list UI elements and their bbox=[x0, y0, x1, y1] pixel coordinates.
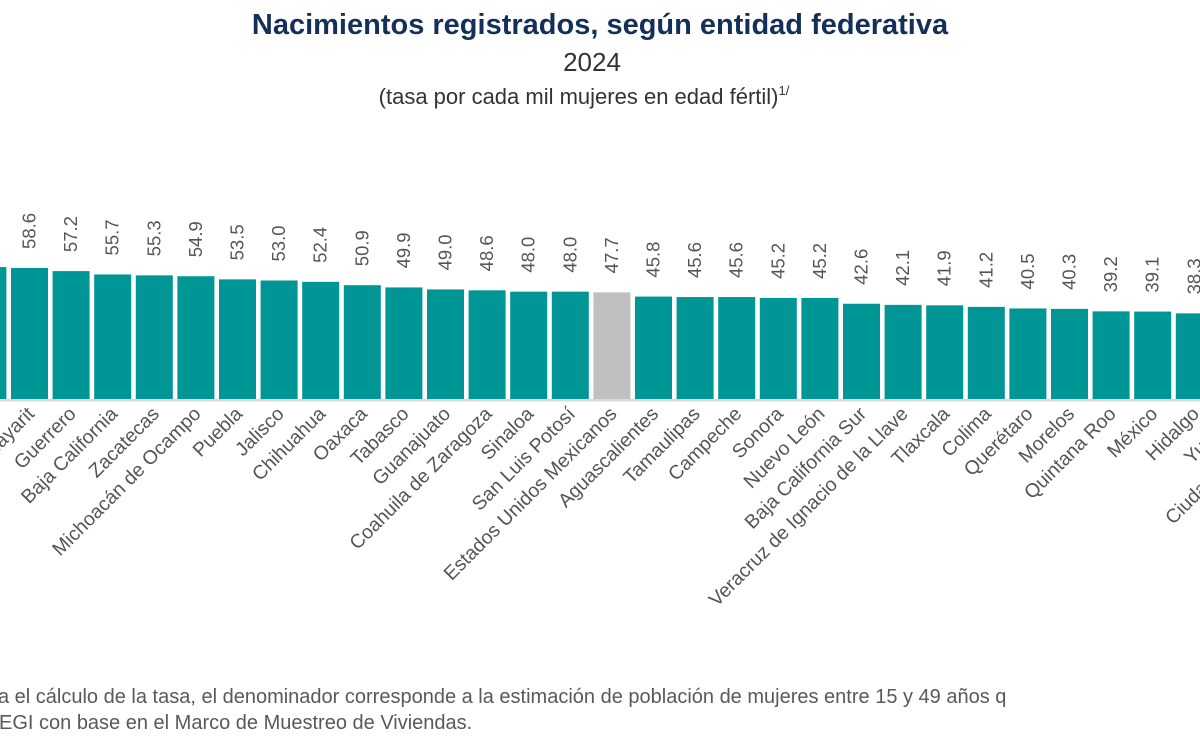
bar bbox=[177, 276, 215, 399]
data-label: 49.9 bbox=[393, 232, 414, 268]
bar bbox=[884, 304, 922, 399]
data-label: 41.2 bbox=[975, 252, 996, 288]
bar bbox=[1092, 311, 1130, 399]
data-label: 52.4 bbox=[310, 227, 331, 263]
data-label: 53.0 bbox=[268, 225, 289, 261]
data-label: 41.9 bbox=[934, 250, 955, 286]
bar bbox=[967, 306, 1005, 399]
data-label: 40.3 bbox=[1059, 254, 1080, 290]
bar bbox=[1134, 311, 1172, 399]
chart-title: Nacimientos registrados, según entidad f… bbox=[252, 9, 949, 41]
data-label: 50.9 bbox=[351, 230, 372, 266]
data-label: 48.6 bbox=[476, 235, 497, 271]
data-label: 45.2 bbox=[767, 243, 788, 279]
footnote-line-1: a el cálculo de la tasa, el denominador … bbox=[0, 686, 1006, 708]
data-label: 54.9 bbox=[185, 221, 206, 257]
bar bbox=[551, 291, 589, 399]
data-label: 57.2 bbox=[60, 216, 81, 252]
bar bbox=[593, 292, 631, 399]
data-label: 42.6 bbox=[851, 249, 872, 285]
bar bbox=[52, 271, 90, 399]
bar bbox=[801, 297, 839, 399]
data-label: 39.2 bbox=[1100, 256, 1121, 292]
bar bbox=[302, 281, 340, 399]
data-label: 48.0 bbox=[518, 237, 539, 273]
data-label: 55.7 bbox=[102, 219, 123, 255]
data-label: 55.3 bbox=[143, 220, 164, 256]
bars-group: 58.6 57.2 55.7 55.3 54.9 53.5 53.0 52.4 50.9 49.9… bbox=[0, 213, 1200, 399]
bar bbox=[385, 287, 423, 399]
bar bbox=[843, 303, 880, 399]
subtitle-text: (tasa por cada mil mujeres en edad férti… bbox=[379, 84, 779, 109]
bar bbox=[11, 267, 48, 399]
data-label: 49.0 bbox=[435, 234, 456, 270]
bar bbox=[1051, 308, 1088, 399]
data-label: 40.5 bbox=[1017, 253, 1038, 289]
bar bbox=[427, 289, 464, 399]
data-label: 58.6 bbox=[19, 213, 40, 249]
bar bbox=[343, 285, 381, 399]
data-label: 42.1 bbox=[892, 250, 913, 286]
data-label: 47.7 bbox=[601, 237, 622, 273]
data-label: 48.0 bbox=[559, 237, 580, 273]
bar bbox=[635, 296, 672, 399]
bar bbox=[94, 274, 132, 399]
data-label: 39.1 bbox=[1142, 257, 1163, 293]
bar bbox=[260, 280, 298, 399]
bar bbox=[676, 297, 714, 399]
data-label: 45.6 bbox=[684, 242, 705, 278]
data-label: 45.6 bbox=[726, 242, 747, 278]
data-label: 38.3 bbox=[1183, 258, 1200, 294]
footnote-line-2: EGI con base en el Marco de Muestreo de … bbox=[0, 712, 472, 734]
bar bbox=[759, 297, 797, 399]
bar bbox=[718, 297, 756, 399]
subtitle-footnote-mark: 1/ bbox=[779, 83, 790, 98]
bar bbox=[1009, 308, 1047, 399]
chart-year: 2024 bbox=[563, 47, 621, 77]
bar bbox=[510, 291, 548, 399]
bar bbox=[135, 275, 173, 399]
bar-cropped bbox=[0, 267, 7, 399]
bar bbox=[1175, 313, 1200, 399]
data-label: 45.2 bbox=[809, 243, 830, 279]
baseline-axis bbox=[0, 399, 1200, 402]
bar bbox=[468, 290, 506, 399]
data-label: 53.5 bbox=[227, 224, 248, 260]
chart-subtitle: (tasa por cada mil mujeres en edad férti… bbox=[379, 83, 790, 109]
bar bbox=[219, 279, 256, 399]
data-label: 45.8 bbox=[643, 242, 664, 278]
bar bbox=[926, 305, 964, 399]
